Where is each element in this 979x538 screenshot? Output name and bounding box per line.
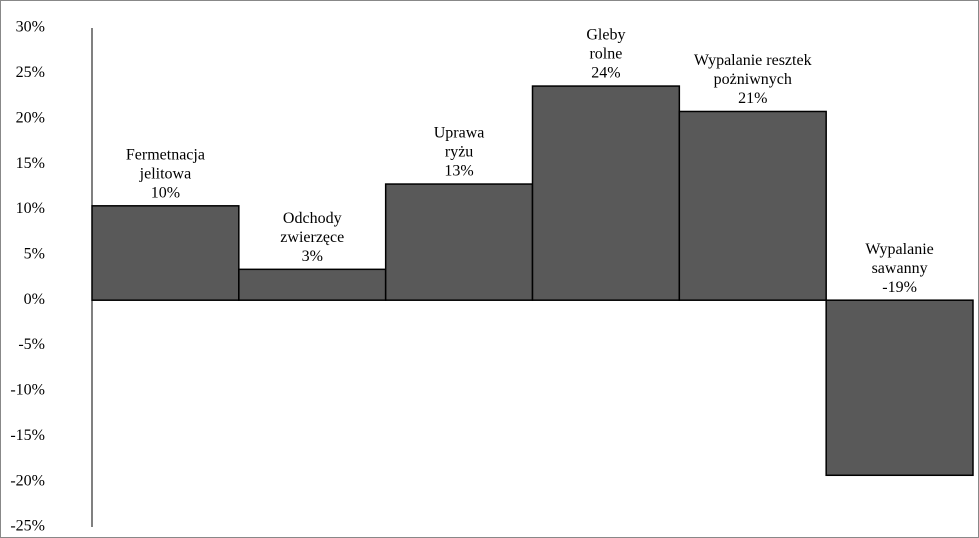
value-label: 10%	[151, 184, 180, 201]
category-label: Gleby	[586, 27, 625, 44]
y-tick-label: 20%	[16, 109, 45, 126]
value-label: 24%	[591, 65, 620, 82]
y-tick-label: 10%	[16, 200, 45, 217]
category-label: Wypalanie	[865, 241, 933, 258]
bar	[384, 183, 534, 301]
category-label: rolne	[589, 46, 622, 63]
category-label: zwierzęce	[280, 229, 344, 246]
y-tick-label: 5%	[24, 245, 45, 262]
y-tick-label: -10%	[10, 382, 45, 399]
y-tick-label: -20%	[10, 472, 45, 489]
y-tick-label: 30%	[16, 19, 45, 36]
y-tick-label: -15%	[10, 427, 45, 444]
y-tick-label: -25%	[10, 518, 45, 535]
category-label: Fermetnacja	[126, 146, 205, 163]
bar	[825, 299, 974, 477]
value-label: 13%	[444, 163, 473, 180]
bar	[91, 205, 240, 301]
y-tick-label: 15%	[16, 155, 45, 172]
category-label: pożniwnych	[714, 71, 792, 88]
category-label: Uprawa	[434, 125, 485, 142]
category-label: sawanny	[872, 260, 928, 277]
bar	[238, 268, 387, 301]
value-label: -19%	[882, 279, 917, 296]
category-label: ryżu	[445, 144, 473, 161]
category-label: Wypalanie resztek	[694, 52, 812, 69]
y-tick-label: 0%	[24, 291, 45, 308]
category-label: jelitowa	[139, 165, 192, 182]
y-tick-label: -5%	[18, 336, 45, 353]
category-label: Odchody	[283, 210, 342, 227]
bar	[678, 110, 827, 301]
y-tick-label: 25%	[16, 64, 45, 81]
bar	[531, 85, 681, 301]
value-label: 3%	[302, 248, 323, 265]
value-label: 21%	[738, 90, 767, 107]
